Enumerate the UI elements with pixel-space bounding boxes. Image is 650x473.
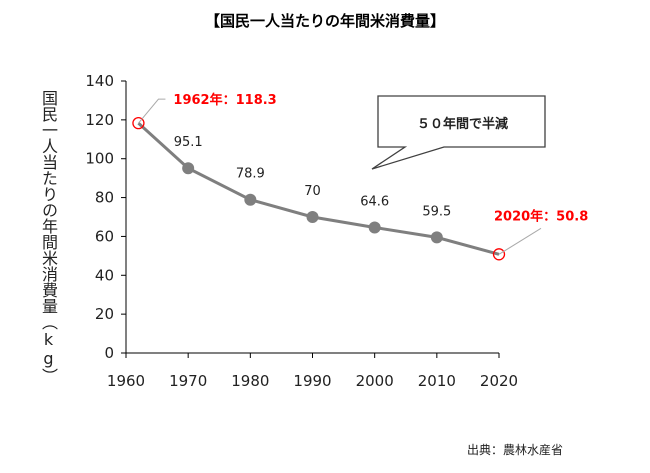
- data-point: [182, 162, 195, 175]
- y-axis-label: 国民一人当たりの年間米消費量（kg）: [39, 90, 58, 384]
- y-tick-label: 20: [95, 305, 114, 323]
- data-point: [306, 211, 319, 223]
- data-point: [244, 193, 257, 206]
- highlight-point: [492, 248, 506, 261]
- data-label: 59.5: [422, 204, 451, 219]
- source-note: 出典：農林水産省: [467, 443, 564, 457]
- data-label: 2020年：50.8: [494, 208, 588, 224]
- data-label: 95.1: [174, 135, 203, 150]
- y-tick-label: 140: [85, 72, 114, 90]
- data-label: 78.9: [236, 167, 265, 182]
- x-tick-label: 1980: [231, 372, 269, 390]
- y-tick-label: 60: [95, 227, 114, 245]
- x-tick-label: 1970: [169, 372, 207, 390]
- chart-title: 【国民一人当たりの年間米消費量】: [204, 12, 445, 30]
- annotation-callout: [371, 95, 546, 170]
- leader-line: [498, 227, 542, 255]
- highlight-point: [132, 117, 145, 130]
- data-label: 64.6: [360, 194, 389, 209]
- y-tick-label: 120: [85, 111, 114, 129]
- x-tick-label: 1960: [107, 372, 145, 390]
- data-label: 70: [304, 184, 321, 199]
- data-point: [430, 231, 443, 244]
- y-tick-label: 80: [95, 189, 114, 207]
- annotation-text: ５０年間で半減: [416, 117, 508, 132]
- leader-line: [138, 98, 166, 124]
- data-point: [368, 221, 381, 234]
- data-label: 1962年：118.3: [173, 92, 276, 108]
- x-tick-label: 2020: [480, 372, 518, 390]
- x-tick-label: 1990: [293, 372, 331, 390]
- x-tick-label: 2000: [356, 372, 394, 390]
- y-tick-label: 40: [95, 266, 114, 284]
- x-tick-label: 2010: [418, 372, 456, 390]
- y-tick-label: 0: [104, 344, 114, 362]
- y-tick-label: 100: [85, 150, 114, 168]
